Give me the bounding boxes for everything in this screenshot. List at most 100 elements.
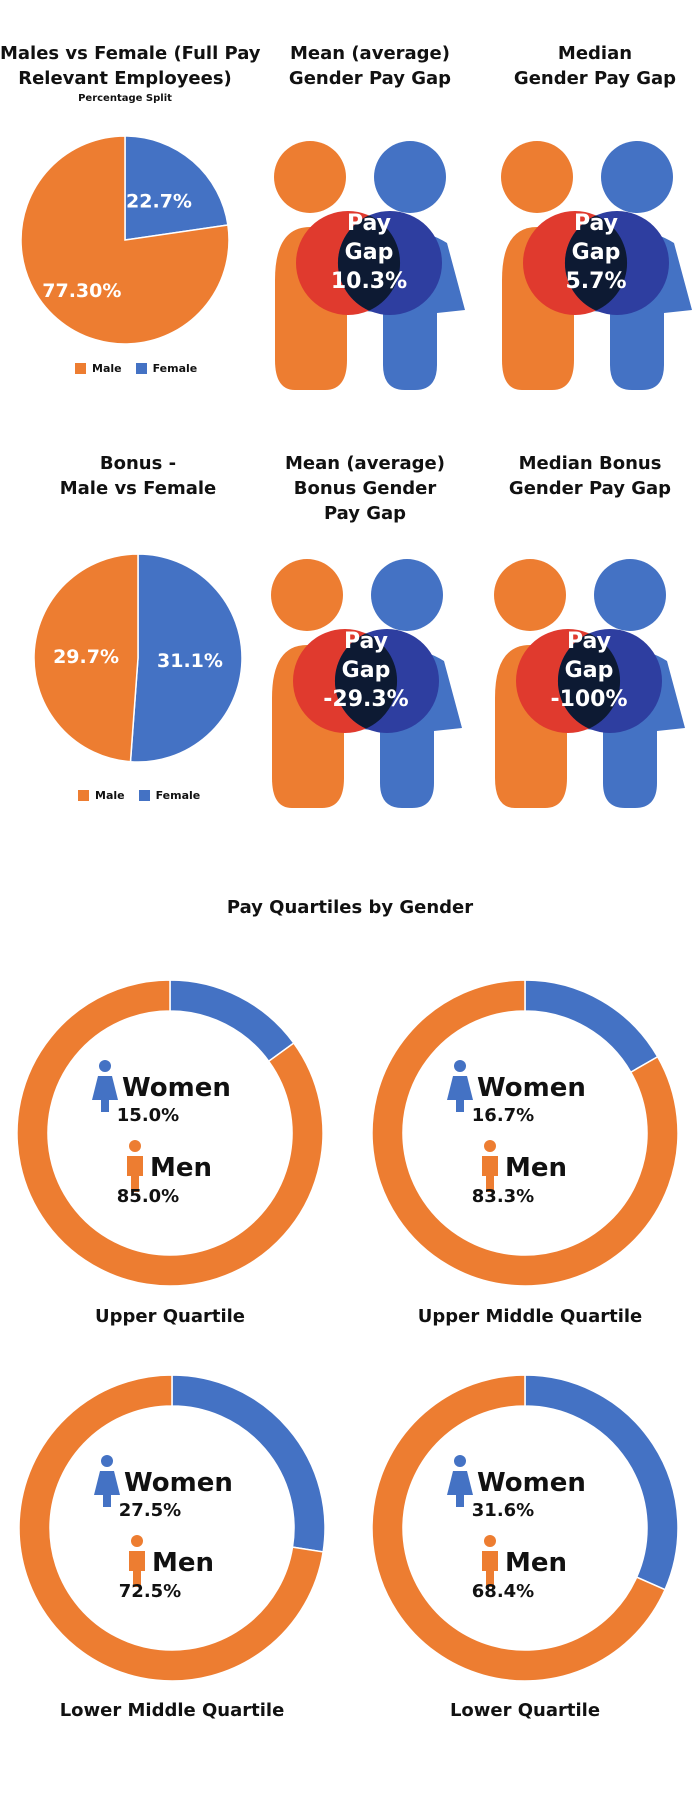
women-value: 16.7%: [472, 1105, 534, 1126]
woman-icon-body: [94, 1471, 120, 1507]
donut-segment-women: [169, 979, 295, 1063]
men-value: 68.4%: [472, 1581, 534, 1602]
legend-swatch: [78, 790, 89, 801]
donut-segment-men: [16, 979, 324, 1287]
pie-title: Males vs Female (Full Pay Relevant Employ…: [0, 43, 261, 89]
women-value: 15.0%: [117, 1105, 179, 1126]
gap-value: 10.3%: [331, 269, 407, 294]
pie-value-label: 31.1%: [157, 650, 223, 672]
man-icon-body: [127, 1156, 143, 1192]
woman-icon-body: [447, 1076, 473, 1112]
male-head-icon: [271, 559, 343, 631]
donut-segment-men: [371, 1374, 667, 1682]
chart-legend: Male Female: [75, 362, 197, 375]
pie-title: Bonus - Male vs Female: [59, 453, 217, 499]
pay-gap-figure: Pay Gap 10.3%: [274, 141, 465, 390]
donut-segment-men: [18, 1374, 324, 1682]
pie-slice-female: [129, 553, 243, 763]
gap-overlap: [334, 633, 398, 729]
pay-gap-figure: Pay Gap -29.3%: [271, 559, 462, 808]
gap-title: Median Bonus Gender Pay Gap: [508, 453, 672, 499]
donut-segment-women: [524, 979, 659, 1074]
quartile-label: Upper Middle Quartile: [417, 1306, 643, 1327]
legend-swatch: [138, 790, 150, 801]
donut-segment-women: [171, 1374, 326, 1553]
women-label: Women: [477, 1468, 586, 1498]
pie-value-label: 22.7%: [126, 191, 192, 213]
male-head-icon: [501, 141, 573, 213]
pay-gap-figure: Pay Gap 5.7%: [501, 141, 692, 390]
chart-legend: Male Female: [78, 789, 200, 802]
quartile-label: Lower Quartile: [449, 1700, 601, 1721]
male-head-icon: [494, 559, 566, 631]
legend-swatch: [75, 363, 86, 374]
men-label: Men: [505, 1153, 567, 1183]
men-label: Men: [505, 1548, 567, 1578]
gap-label: Pay: [344, 629, 388, 654]
female-head-icon: [601, 141, 673, 213]
pay-gap-figure: Pay Gap -100%: [494, 559, 685, 808]
men-value: 83.3%: [472, 1186, 534, 1207]
gap-title: Median Gender Pay Gap: [513, 43, 677, 89]
gap-label: Gap: [342, 658, 391, 683]
pie-value-label: 77.30%: [42, 280, 121, 302]
donut-segment-men: [371, 979, 679, 1287]
gap-label: Gap: [345, 240, 394, 265]
gap-title: Mean (average) Gender Pay Gap: [288, 43, 452, 89]
woman-icon-body: [447, 1471, 473, 1507]
gap-overlap: [337, 215, 401, 311]
woman-icon: [454, 1455, 466, 1467]
man-icon-body: [129, 1551, 145, 1587]
pie-value-label: 29.7%: [53, 646, 119, 668]
woman-icon: [454, 1060, 466, 1072]
quartile-label: Upper Quartile: [94, 1306, 246, 1327]
legend-swatch: [135, 363, 147, 374]
gap-label: Gap: [565, 658, 614, 683]
female-head-icon: [371, 559, 443, 631]
man-icon: [131, 1535, 143, 1547]
gap-title: Mean (average) Bonus Gender Pay Gap: [284, 453, 445, 524]
quartile-label: Lower Middle Quartile: [59, 1700, 285, 1721]
gap-label: Pay: [347, 211, 391, 236]
gap-overlap: [557, 633, 621, 729]
woman-icon: [101, 1455, 113, 1467]
pie-slice-male: [20, 135, 230, 345]
gap-label: Pay: [567, 629, 611, 654]
man-icon: [129, 1140, 141, 1152]
pie-slice-female: [124, 135, 229, 241]
male-head-icon: [274, 141, 346, 213]
women-label: Women: [477, 1073, 586, 1103]
women-label: Women: [124, 1468, 233, 1498]
man-icon-body: [482, 1156, 498, 1192]
man-icon: [484, 1535, 496, 1547]
woman-icon: [99, 1060, 111, 1072]
pie-subtitle: Percentage Split: [78, 93, 172, 104]
gap-value: 5.7%: [565, 269, 626, 294]
men-value: 85.0%: [117, 1186, 179, 1207]
gap-value: -100%: [550, 687, 627, 712]
women-label: Women: [122, 1073, 231, 1103]
legend-label: Female: [152, 362, 198, 375]
female-head-icon: [594, 559, 666, 631]
women-value: 27.5%: [119, 1500, 181, 1521]
pie-slice-male: [33, 553, 139, 763]
women-value: 31.6%: [472, 1500, 534, 1521]
gap-value: -29.3%: [323, 687, 408, 712]
legend-label: Male: [95, 789, 125, 802]
legend-label: Male: [92, 362, 122, 375]
legend-label: Female: [155, 789, 201, 802]
pie-chart: 31.1% 29.7%: [33, 553, 243, 763]
man-icon-body: [482, 1551, 498, 1587]
pie-chart: 22.7% 77.30%: [20, 135, 230, 345]
female-head-icon: [374, 141, 446, 213]
gap-label: Gap: [572, 240, 621, 265]
quartiles-title: Pay Quartiles by Gender: [226, 897, 474, 918]
men-value: 72.5%: [119, 1581, 181, 1602]
gap-label: Pay: [574, 211, 618, 236]
men-label: Men: [152, 1548, 214, 1578]
gap-overlap: [564, 215, 628, 311]
